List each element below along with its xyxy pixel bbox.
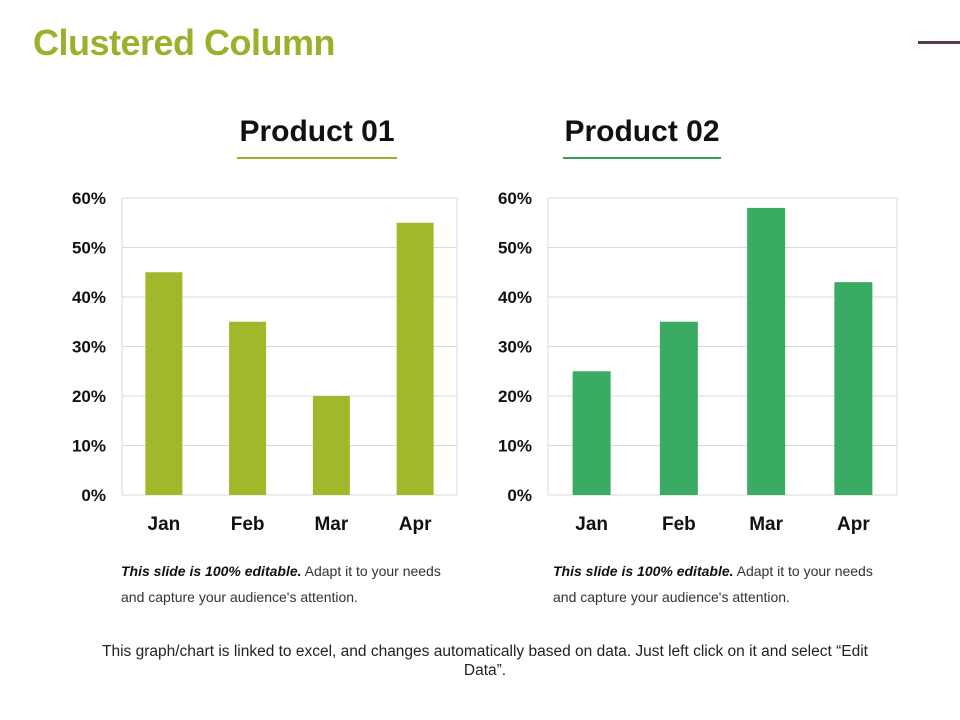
slide-title: Clustered Column [33,22,336,63]
chart-2-x-category-label: Jan [575,514,608,535]
product-02-caption-text: Adapt it to your needs and capture your … [553,563,873,605]
product-01-caption-text: Adapt it to your needs and capture your … [121,563,441,605]
chart-2-y-tick-label: 50% [498,239,532,258]
chart-2-y-tick-label: 40% [498,288,532,307]
chart-2-bar-mar [747,207,786,495]
chart-2-x-category-label: Apr [837,514,870,535]
chart-1-x-category-label: Jan [148,514,181,535]
chart-2-plot-area [547,197,898,496]
chart-2-x-category-label: Feb [662,514,696,535]
chart-1-bar-feb [229,321,267,495]
product-01-caption: This slide is 100% editable. Adapt it to… [121,558,461,610]
product-02-underline [563,157,721,159]
product-02-caption: This slide is 100% editable. Adapt it to… [553,558,893,610]
footer-note: This graph/chart is linked to excel, and… [102,643,868,679]
chart-1-y-tick-label: 10% [72,437,106,456]
chart-1-bar-mar [312,396,350,495]
chart-1-bar-jan [145,272,183,495]
chart-2-x-category-label: Mar [749,514,783,535]
chart-1-x-category-label: Apr [399,514,432,535]
product-01-caption-bold: This slide is 100% editable. [121,563,302,579]
chart-2-y-tick-label: 0% [507,486,532,505]
chart-2-y-tick-label: 10% [498,437,532,456]
product-02-title: Product 02 [564,115,720,148]
chart-2-bar-apr [834,282,873,495]
chart-2-bar-feb [659,321,698,495]
chart-1-x-category-label: Feb [231,514,265,535]
chart-1-y-tick-label: 30% [72,338,106,357]
chart-1-x-category-label: Mar [314,514,348,535]
product-02-caption-bold: This slide is 100% editable. [553,563,734,579]
chart-1-bar-apr [396,222,434,495]
chart-2-bar-jan [572,371,611,495]
product-01-underline [237,157,397,159]
chart-2-y-tick-label: 20% [498,387,532,406]
chart-1-y-tick-label: 50% [72,239,106,258]
chart-2-y-tick-label: 30% [498,338,532,357]
chart-1-y-tick-label: 20% [72,387,106,406]
chart-1-y-tick-label: 60% [72,189,106,208]
product-01-title: Product 01 [239,115,395,148]
chart-1-y-tick-label: 0% [81,486,106,505]
chart-2-y-tick-label: 60% [498,189,532,208]
chart-1-plot-area [121,197,458,496]
chart-1-y-tick-label: 40% [72,288,106,307]
corner-decoration-line [918,41,960,44]
